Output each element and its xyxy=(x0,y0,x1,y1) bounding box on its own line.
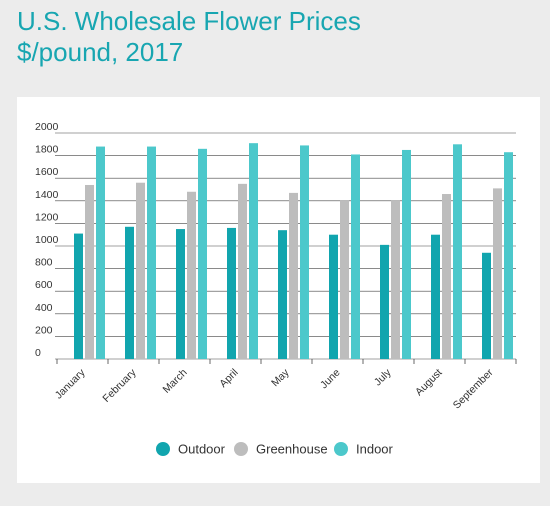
bar-indoor-september xyxy=(504,152,513,359)
chart-card: 0 200 400 600 800 1000 1200 1400 1600 1800 2000 Jan… xyxy=(17,97,540,483)
bar-outdoor-april xyxy=(227,227,236,359)
bar-greenhouse-august xyxy=(442,194,451,359)
y-tick-label-800: 800 xyxy=(35,257,53,269)
legend-label-indoor: Indoor xyxy=(356,442,394,457)
bar-greenhouse-september xyxy=(493,188,502,359)
y-tick-label-1200: 1200 xyxy=(35,211,59,223)
bar-outdoor-may xyxy=(278,230,287,359)
x-tick-label-june: June xyxy=(318,367,343,392)
y-tick-label-200: 200 xyxy=(35,324,53,336)
y-tick-label-0: 0 xyxy=(35,347,41,359)
bar-outdoor-july xyxy=(380,244,389,359)
bar-indoor-march xyxy=(198,148,207,359)
bar-outdoor-march xyxy=(176,229,185,359)
legend-marker-indoor xyxy=(334,442,348,456)
bar-greenhouse-april xyxy=(238,183,247,359)
bar-outdoor-february xyxy=(125,226,134,359)
chart-title-line-1: U.S. Wholesale Flower Prices xyxy=(17,6,361,36)
bar-greenhouse-march xyxy=(187,191,196,359)
bar-outdoor-august xyxy=(431,234,440,359)
y-tick-label-1600: 1600 xyxy=(35,166,59,178)
y-tick-label-2000: 2000 xyxy=(35,121,59,133)
bar-outdoor-june xyxy=(329,234,338,359)
bar-chart: 0 200 400 600 800 1000 1200 1400 1600 1800 2000 Jan… xyxy=(35,121,517,457)
bar-greenhouse-june xyxy=(340,200,349,359)
bar-greenhouse-february xyxy=(136,182,145,359)
x-tick-label-july: July xyxy=(372,366,394,388)
bar-indoor-july xyxy=(402,149,411,359)
legend-label-outdoor: Outdoor xyxy=(178,442,226,457)
bar-indoor-august xyxy=(453,144,462,359)
bar-indoor-may xyxy=(300,145,309,359)
y-tick-label-1000: 1000 xyxy=(35,234,59,246)
chart-title-line-2: $/pound, 2017 xyxy=(17,37,184,67)
bar-indoor-january xyxy=(96,146,105,359)
chart-title: U.S. Wholesale Flower Prices $/pound, 20… xyxy=(17,6,361,68)
bar-indoor-february xyxy=(147,146,156,359)
x-tick-label-march: March xyxy=(160,367,189,396)
legend-marker-greenhouse xyxy=(234,442,248,456)
x-tick-label-january: January xyxy=(53,366,88,401)
y-tick-label-400: 400 xyxy=(35,302,53,314)
legend-marker-outdoor xyxy=(156,442,170,456)
y-tick-label-1800: 1800 xyxy=(35,144,59,156)
bar-indoor-june xyxy=(351,154,360,359)
x-tick-label-september: September xyxy=(451,366,496,411)
legend-label-greenhouse: Greenhouse xyxy=(256,442,328,457)
x-tick-label-april: April xyxy=(217,367,240,390)
x-tick-label-august: August xyxy=(413,367,445,399)
bar-outdoor-september xyxy=(482,252,491,359)
x-tick-label-may: May xyxy=(269,366,292,389)
bar-greenhouse-may xyxy=(289,192,298,359)
y-tick-label-600: 600 xyxy=(35,279,53,291)
bar-outdoor-january xyxy=(74,233,83,359)
x-tick-label-february: February xyxy=(100,366,139,405)
bar-greenhouse-january xyxy=(85,184,94,359)
y-tick-label-1400: 1400 xyxy=(35,189,59,201)
bar-greenhouse-july xyxy=(391,200,400,359)
bar-indoor-april xyxy=(249,143,258,359)
